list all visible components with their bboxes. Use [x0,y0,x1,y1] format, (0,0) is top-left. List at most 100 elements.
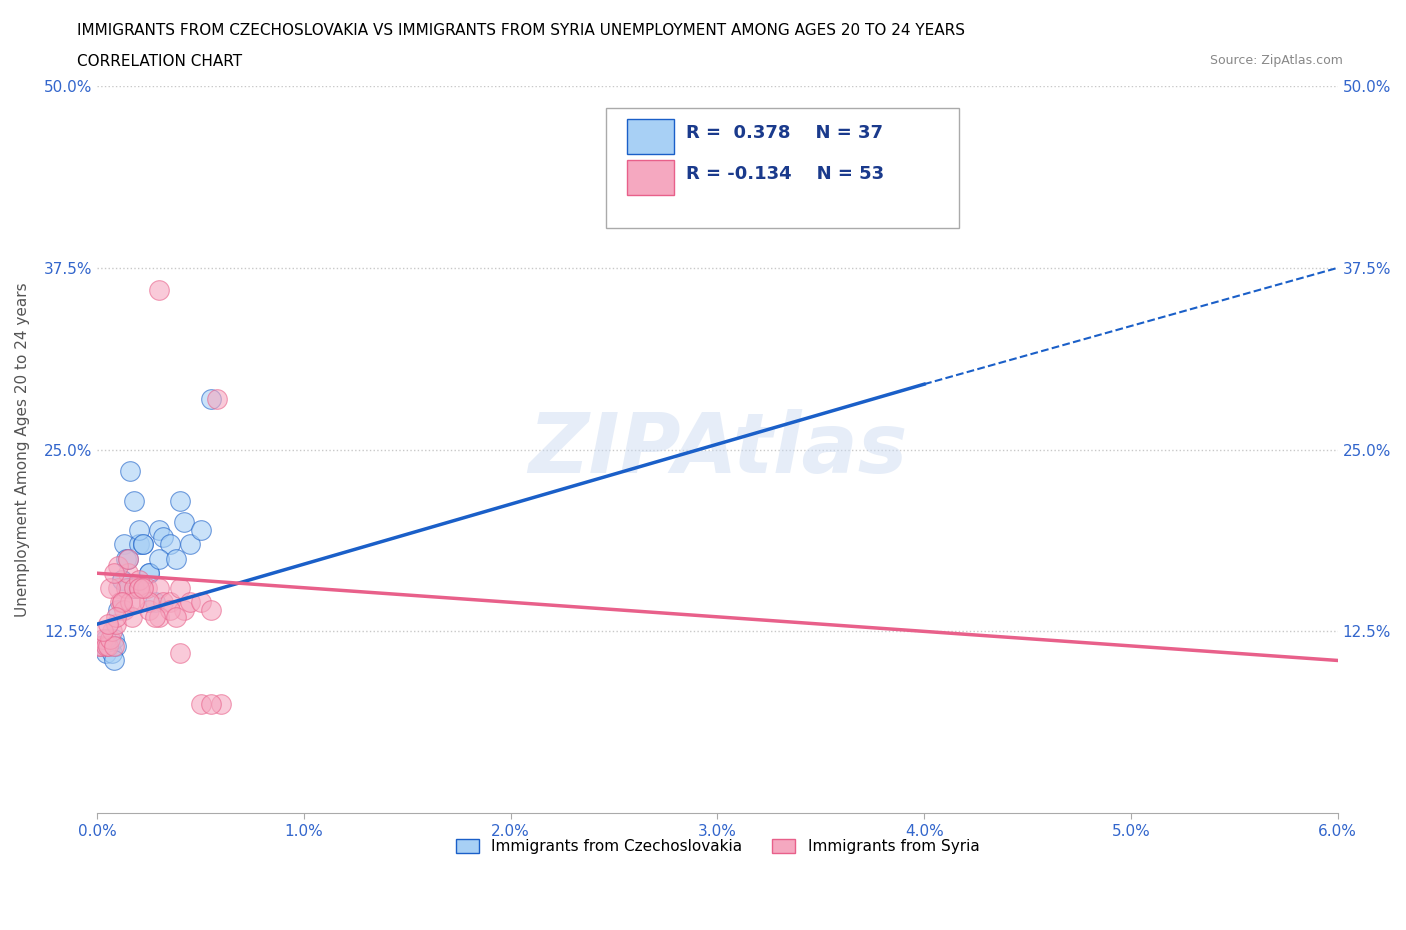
Point [132,537,155,551]
Point [117,551,139,566]
Point [97,639,120,654]
Point [148,609,170,624]
Point [112,602,135,617]
Point [148,282,170,297]
Point [107,580,129,595]
Point [98,639,121,654]
Point [117,551,139,566]
Text: ZIPAtlas: ZIPAtlas [527,409,907,490]
Text: IMMIGRANTS FROM CZECHOSLOVAKIA VS IMMIGRANTS FROM SYRIA UNEMPLOYMENT AMONG AGES : IMMIGRANTS FROM CZECHOSLOVAKIA VS IMMIGR… [77,23,966,38]
Point [135,580,157,595]
Point [121,609,143,624]
Point [104,609,127,624]
Point [93,631,115,646]
Point [148,580,170,595]
Point [169,580,191,595]
Point [138,602,160,617]
Point [128,522,150,537]
Point [108,595,131,610]
Point [107,559,129,574]
Point [200,602,222,617]
FancyBboxPatch shape [627,119,673,153]
Point [173,515,195,530]
Point [169,493,191,508]
Point [111,573,134,588]
Point [112,537,135,551]
Point [89,639,111,654]
Point [111,595,134,610]
Point [104,617,127,631]
Point [159,537,181,551]
Text: R =  0.378    N = 37: R = 0.378 N = 37 [686,124,883,141]
Point [152,529,174,544]
Point [143,609,166,624]
Point [103,631,125,646]
Text: CORRELATION CHART: CORRELATION CHART [77,54,242,69]
Point [117,580,139,595]
Text: R = -0.134    N = 53: R = -0.134 N = 53 [686,165,884,183]
Point [124,493,146,508]
Point [132,537,155,551]
Point [94,639,117,654]
Point [132,580,155,595]
Point [148,551,170,566]
Point [94,631,117,646]
Point [98,580,121,595]
Point [200,392,222,406]
Point [117,565,139,580]
Point [200,697,222,711]
Point [159,602,181,617]
Point [97,639,120,654]
Point [179,537,201,551]
Point [90,639,112,654]
Legend: Immigrants from Czechoslovakia, Immigrants from Syria: Immigrants from Czechoslovakia, Immigran… [450,832,986,860]
Point [128,580,150,595]
Point [128,573,150,588]
Point [190,595,212,610]
Point [143,595,166,610]
Point [103,565,125,580]
Point [98,631,121,646]
Point [165,551,187,566]
Point [190,522,212,537]
Point [103,653,125,668]
Point [107,602,129,617]
Point [179,595,201,610]
Point [205,392,228,406]
Point [173,602,195,617]
Point [94,645,117,660]
Point [148,522,170,537]
Point [115,580,138,595]
Point [152,595,174,610]
Point [111,595,134,610]
Point [97,617,120,631]
Point [124,595,146,610]
Point [103,639,125,654]
Point [132,580,155,595]
Point [209,697,232,711]
Point [165,609,187,624]
Point [111,573,134,588]
Text: Source: ZipAtlas.com: Source: ZipAtlas.com [1209,54,1343,67]
Point [90,639,112,654]
Point [138,565,160,580]
Point [93,624,115,639]
Point [120,595,142,610]
Point [128,537,150,551]
Point [104,639,127,654]
Point [124,580,146,595]
Point [120,464,142,479]
Point [159,595,181,610]
Point [128,580,150,595]
FancyBboxPatch shape [606,108,959,228]
Point [169,645,191,660]
Y-axis label: Unemployment Among Ages 20 to 24 years: Unemployment Among Ages 20 to 24 years [15,283,30,617]
Point [100,624,122,639]
Point [190,697,212,711]
Point [124,580,146,595]
Point [115,551,138,566]
FancyBboxPatch shape [627,160,673,195]
Point [138,565,160,580]
Point [138,595,160,610]
Point [93,639,115,654]
